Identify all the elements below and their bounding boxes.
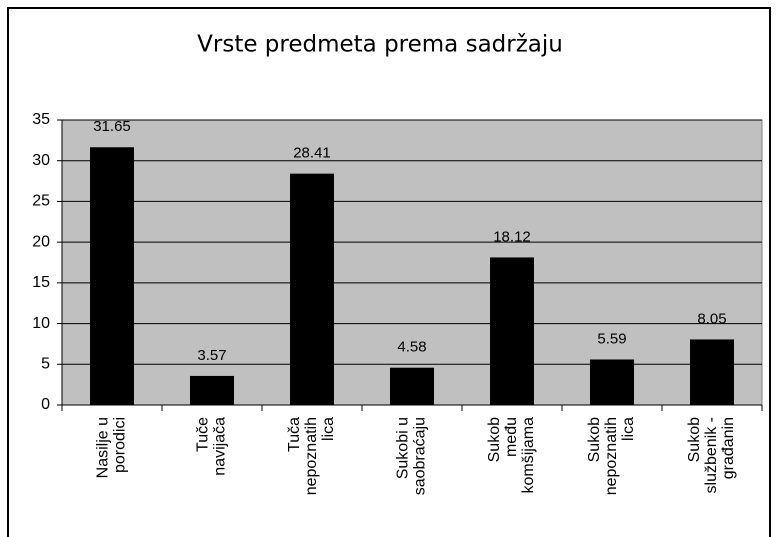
bar (690, 339, 734, 405)
y-tick-label: 35 (32, 111, 50, 128)
value-label: 5.59 (597, 330, 626, 347)
y-tick-label: 0 (41, 396, 50, 413)
chart-title: Vrste predmeta prema sadržaju (197, 32, 563, 58)
y-tick-label: 10 (32, 315, 50, 332)
x-tick-label: nepoznatih (303, 417, 320, 495)
y-tick-label: 20 (32, 233, 50, 250)
y-tick-label: 30 (32, 152, 50, 169)
x-tick-label: Tuče (195, 417, 212, 452)
plot-area (61, 119, 763, 406)
bar (390, 367, 434, 405)
x-tick-label: Sukob (586, 417, 603, 462)
x-tick-label: nepoznatih (603, 417, 620, 495)
x-tick-label: Sukobi u (395, 417, 412, 479)
x-tick-label: Nasilje u (95, 417, 112, 478)
y-tick-label: 5 (41, 356, 50, 373)
bar (590, 359, 634, 405)
x-tick-label: porodici (112, 417, 129, 473)
x-tick-label: saobraćaju (412, 417, 429, 495)
value-label: 4.58 (397, 339, 426, 356)
bar (490, 257, 534, 405)
x-tick-label: među (503, 417, 520, 457)
value-label: 28.41 (293, 145, 331, 162)
x-tick-label: građanin (720, 417, 737, 479)
value-label: 31.65 (93, 118, 131, 135)
x-tick-label: navijača (212, 417, 229, 476)
x-tick-label: Tuča (286, 417, 303, 452)
value-label: 8.05 (697, 310, 726, 327)
x-tick-label: Sukob (486, 417, 503, 462)
value-label: 18.12 (493, 228, 531, 245)
bar (90, 147, 134, 405)
bar (290, 173, 334, 405)
x-tick-label: komšijama (520, 417, 537, 494)
bar (190, 375, 234, 405)
x-tick-label: lica (620, 417, 637, 441)
y-tick-label: 25 (32, 193, 50, 210)
y-tick-label: 15 (32, 274, 50, 291)
x-tick-label: lica (320, 417, 337, 441)
x-tick-label: Sukob (686, 417, 703, 462)
x-tick-label: službenik - (703, 417, 720, 493)
value-label: 3.57 (197, 347, 226, 364)
